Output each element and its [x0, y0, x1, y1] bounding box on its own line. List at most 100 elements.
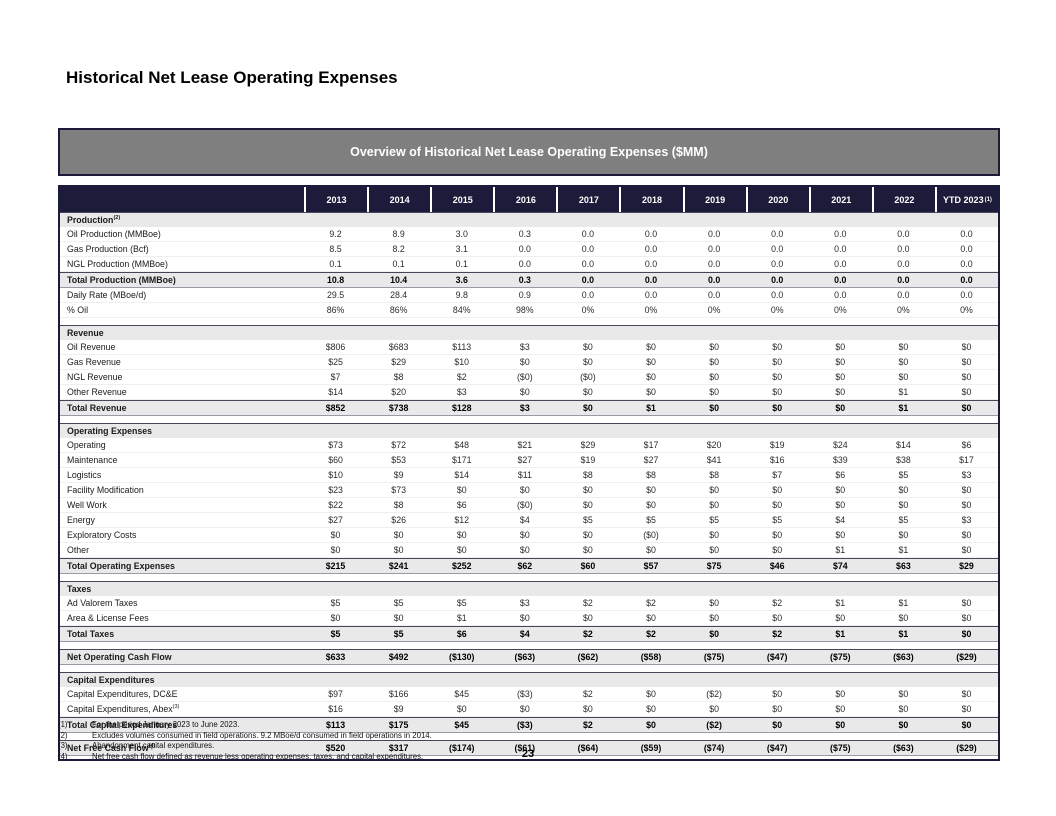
row-label: Total Taxes	[67, 629, 115, 639]
cell-value: $738	[388, 403, 409, 413]
cell-value: $0	[646, 689, 656, 699]
cell-value: 0%	[770, 305, 784, 315]
cell-value: $29	[580, 440, 596, 450]
cell-value: $0	[330, 545, 341, 555]
row-label: Taxes	[67, 584, 92, 594]
cell-value: $0	[898, 704, 909, 714]
cell-value: 0.0	[960, 259, 973, 269]
cell-value: 0.0	[707, 229, 721, 239]
row-label: Other Revenue	[67, 387, 127, 397]
cell-value: $6	[456, 629, 467, 639]
year-column-header: 2013	[304, 187, 368, 212]
cell-value: $0	[583, 357, 593, 367]
cell-value: $2	[583, 720, 593, 730]
cell-value: $852	[325, 403, 346, 413]
cell-value: $14	[454, 470, 470, 480]
cell-value: $5	[393, 629, 404, 639]
cell-value: $19	[580, 455, 596, 465]
cell-value: $0	[961, 720, 972, 730]
row-label: Total Production (MMBoe)	[67, 275, 176, 285]
cell-value: $5	[709, 515, 719, 525]
cell-value: 0.0	[960, 275, 973, 285]
footnote-ref: (2)	[113, 215, 121, 222]
cell-value: $0	[646, 613, 656, 623]
cell-value: $1	[835, 545, 846, 555]
row-label: Operating Expenses	[67, 426, 153, 436]
cell-value: $0	[898, 689, 909, 699]
cell-value: ($59)	[640, 743, 662, 753]
cell-value: $8	[393, 372, 404, 382]
cell-value: $0	[709, 500, 719, 510]
cell-value: $0	[709, 704, 719, 714]
cell-value: 0.0	[897, 229, 910, 239]
cell-value: $23	[328, 485, 343, 495]
cell-value: ($0)	[580, 372, 596, 382]
cell-value: ($3)	[517, 689, 533, 699]
cell-value: $171	[451, 455, 472, 465]
cell-value: $3	[961, 470, 972, 480]
cell-value: 84%	[452, 305, 471, 315]
table-row: Operating $73 $72 $48 $21 $29 $17 $20 $19 $24 $14 $…	[60, 438, 998, 453]
cell-value: $215	[325, 561, 346, 571]
cell-value: ($63)	[893, 743, 914, 753]
row-label: Energy	[67, 515, 95, 525]
cell-value: 0.0	[834, 290, 847, 300]
cell-value: $5	[646, 515, 656, 525]
cell-value: $0	[646, 387, 656, 397]
cell-value: $0	[772, 342, 783, 352]
cell-value: $317	[388, 743, 409, 753]
cell-value: 29.5	[326, 290, 345, 300]
spacer-row	[60, 416, 998, 423]
spacer-row	[60, 642, 998, 649]
cell-value: $0	[393, 530, 404, 540]
cell-value: $0	[709, 357, 719, 367]
cell-value: $73	[391, 485, 406, 495]
row-label: Logistics	[67, 470, 102, 480]
row-label: Net Free Cash Flow(4)	[67, 743, 156, 753]
cell-value: ($174)	[449, 743, 475, 753]
cell-value: $0	[898, 342, 909, 352]
cell-value: 0.0	[707, 275, 721, 285]
cell-value: 0.0	[834, 229, 847, 239]
cell-value: ($0)	[643, 530, 659, 540]
cell-value: 0.1	[455, 259, 468, 269]
cell-value: ($62)	[577, 652, 599, 662]
cell-value: $1	[898, 598, 909, 608]
cell-value: $1	[835, 598, 846, 608]
cell-value: 0.0	[518, 244, 531, 254]
cell-value: $0	[583, 387, 593, 397]
cell-value: $4	[519, 629, 530, 639]
cell-value: $166	[388, 689, 409, 699]
footnote-text: Abandonment capital expenditures.	[92, 741, 215, 750]
cell-value: $0	[961, 372, 972, 382]
row-label: Capital Expenditures, DC&E	[67, 689, 178, 699]
cell-value: ($29)	[956, 652, 977, 662]
cell-value: $0	[709, 530, 719, 540]
cell-value: 0.0	[771, 259, 784, 269]
cell-value: $0	[583, 342, 593, 352]
table-row: Net Operating Cash Flow $633 $492 ($130) ($6…	[60, 649, 998, 665]
cell-value: $5	[583, 515, 593, 525]
cell-value: 0.0	[771, 244, 784, 254]
cell-value: $0	[898, 500, 909, 510]
cell-value: 0.0	[581, 290, 595, 300]
table-row: % Oil 86% 86% 84% 98% 0% 0% 0% 0% 0% 0% 0%	[60, 303, 998, 318]
cell-value: 0.0	[581, 275, 595, 285]
cell-value: $3	[519, 342, 530, 352]
cell-value: 86%	[389, 305, 408, 315]
cell-value: $9	[393, 704, 404, 714]
footnotes: (1) For the period January 2023 to June 2…	[58, 720, 858, 762]
table-row: Maintenance $60 $53 $171 $27 $19 $27 $41 $16 $39 $…	[60, 453, 998, 468]
cell-value: $0	[961, 545, 972, 555]
row-label: Oil Production (MMBoe)	[67, 229, 161, 239]
cell-value: $0	[898, 720, 909, 730]
cell-value: $520	[325, 743, 346, 753]
footnote-text: For the period January 2023 to June 2023…	[92, 720, 240, 729]
cell-value: 9.8	[455, 290, 468, 300]
year-column-header: 2018	[619, 187, 683, 212]
cell-value: 0.0	[707, 244, 721, 254]
cell-value: $4	[835, 515, 846, 525]
cell-value: $3	[519, 403, 530, 413]
cell-value: $6	[961, 440, 972, 450]
footnote-line: (1) For the period January 2023 to June 2…	[58, 720, 858, 731]
